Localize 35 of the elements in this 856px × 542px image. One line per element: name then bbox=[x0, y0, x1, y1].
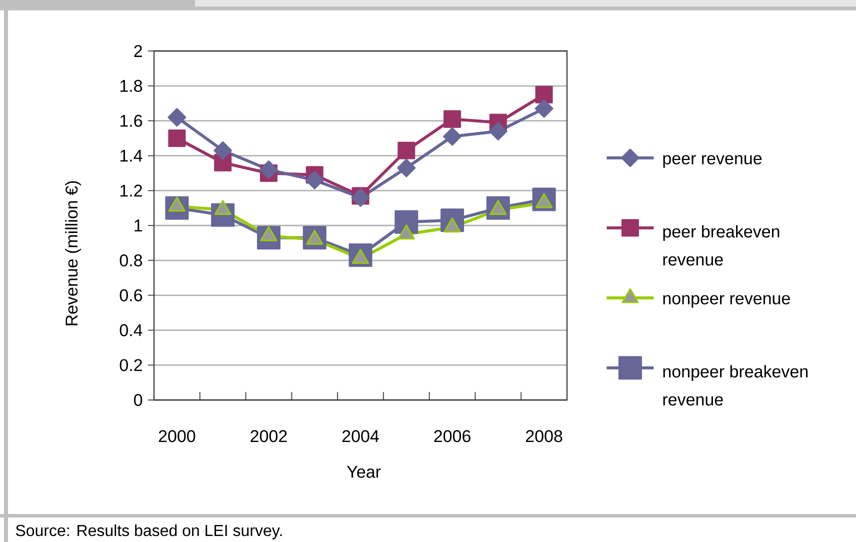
x-axis-title: Year bbox=[347, 466, 381, 478]
source-note: Source: Results based on LEI survey. bbox=[16, 524, 282, 540]
point bbox=[488, 122, 508, 141]
legend-label: nonpeer breakeven revenue bbox=[663, 365, 808, 406]
y-tick-label: 1 bbox=[134, 220, 142, 232]
y-tick-label: 0.8 bbox=[120, 254, 142, 266]
legend-label: peer revenue bbox=[663, 155, 762, 168]
x-tick-label: 2006 bbox=[434, 430, 470, 442]
point bbox=[397, 158, 416, 178]
x-tick-label: 2004 bbox=[342, 430, 379, 442]
y-tick-label: 0 bbox=[134, 394, 142, 406]
y-axis-title: Revenue (million €) bbox=[65, 181, 81, 326]
x-tick-label: 2000 bbox=[158, 430, 196, 442]
legend-label: nonpeer revenue bbox=[663, 295, 790, 308]
point bbox=[168, 108, 186, 127]
y-tick-label: 1.8 bbox=[120, 80, 142, 92]
point bbox=[443, 127, 462, 146]
point bbox=[398, 142, 416, 160]
y-tick-label: 1.4 bbox=[120, 150, 142, 162]
point bbox=[214, 141, 232, 160]
point bbox=[444, 110, 462, 128]
y-tick-label: 2 bbox=[134, 45, 142, 57]
y-tick-label: 0.6 bbox=[120, 289, 142, 302]
point bbox=[168, 130, 186, 148]
y-tick-label: 0.4 bbox=[120, 324, 142, 336]
y-tick-label: 1.2 bbox=[120, 184, 142, 197]
point bbox=[259, 160, 278, 179]
x-tick-label: 2002 bbox=[250, 430, 287, 442]
legend-label: peer breakeven revenue bbox=[663, 225, 780, 266]
point bbox=[534, 99, 554, 118]
point bbox=[305, 170, 324, 190]
x-tick-label: 2008 bbox=[526, 430, 562, 442]
point bbox=[535, 86, 553, 104]
y-tick-label: 1.6 bbox=[120, 114, 142, 127]
y-tick-label: 0.2 bbox=[120, 359, 142, 372]
